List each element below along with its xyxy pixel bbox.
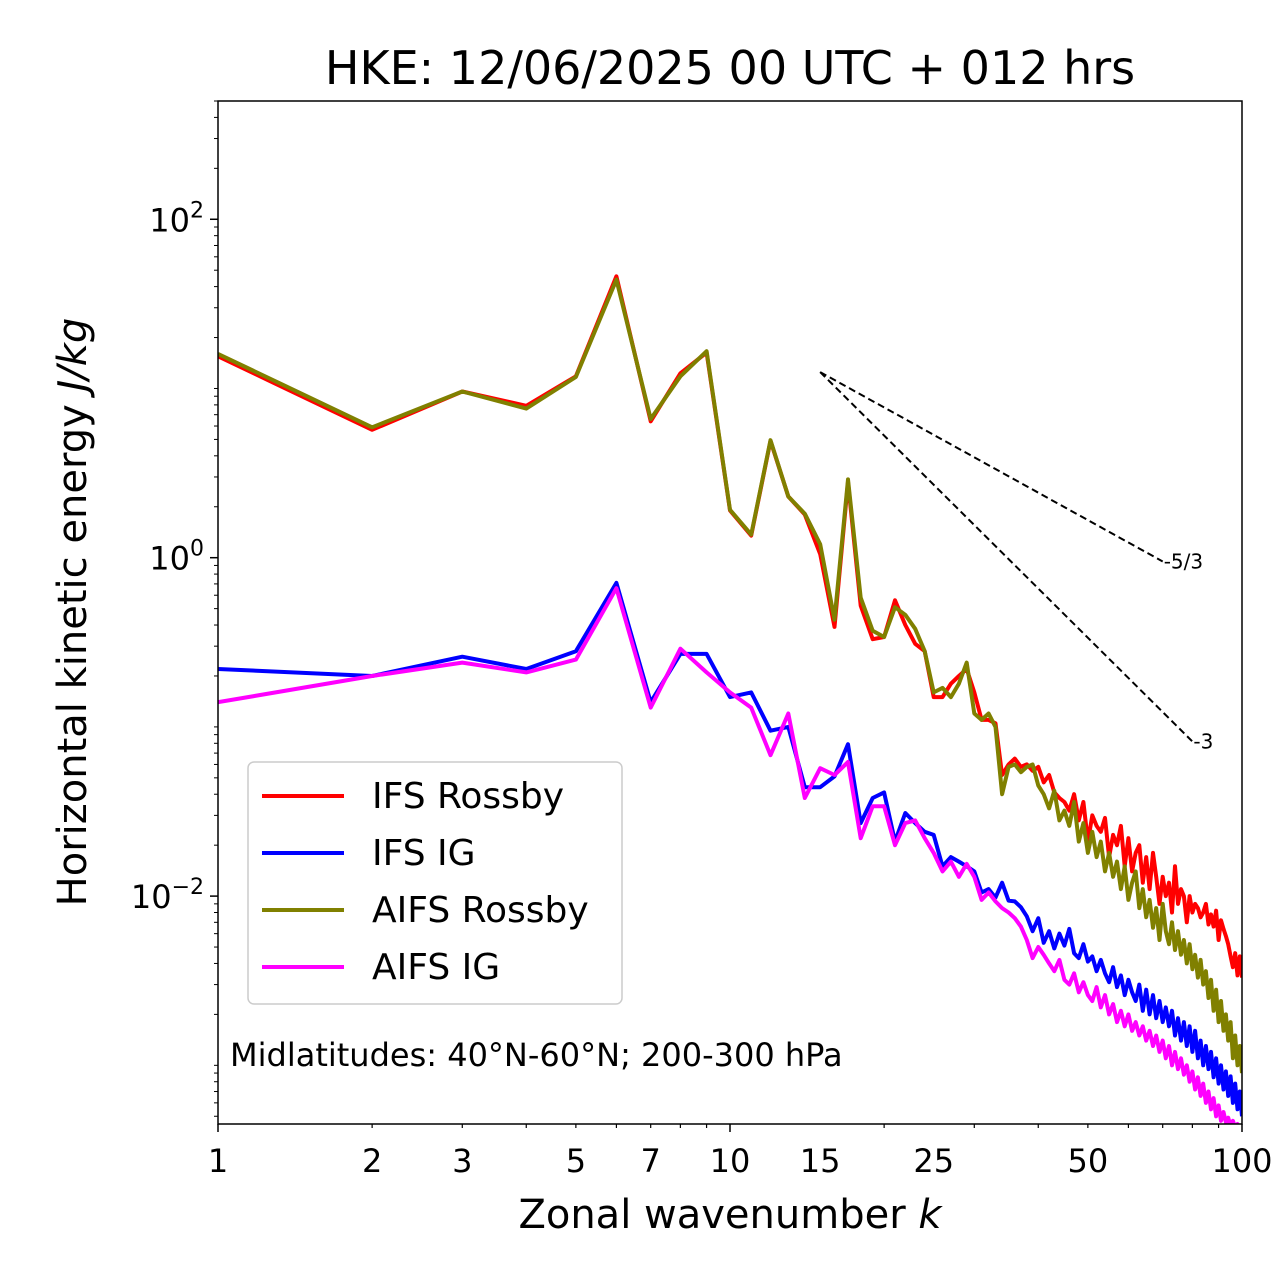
series-line-ifs-ig	[218, 580, 1242, 1117]
x-axis-label-text: Zonal wavenumber	[518, 1192, 906, 1238]
x-tick-label: 7	[641, 1142, 661, 1180]
series-line-aifs-rossby	[218, 277, 1242, 1074]
y-tick-label: 102	[149, 198, 204, 239]
y-axis-units: J/kg	[50, 318, 96, 399]
legend: IFS Rossby IFS IG AIFS Rossby AIFS IG	[247, 761, 623, 1005]
reference-line-slope	[819, 371, 1194, 743]
x-tick-label: 2	[362, 1142, 382, 1180]
legend-label: IFS Rossby	[372, 776, 564, 817]
y-tick-label: 10−2	[131, 875, 204, 916]
x-tick-label: 10	[710, 1142, 751, 1180]
reference-line-label: -5/3	[1164, 549, 1203, 573]
x-tick-label: 5	[566, 1142, 586, 1180]
x-axis-symbol: k	[918, 1192, 943, 1238]
y-axis-label: Horizontal kinetic energy J/kg	[50, 318, 96, 907]
x-axis: 1 2 3 5 7 10 15 25 50 100	[208, 1124, 1273, 1180]
series-layer	[218, 274, 1242, 1124]
legend-box	[247, 761, 623, 1005]
chart-title: HKE: 12/06/2025 00 UTC + 012 hrs	[325, 41, 1135, 95]
legend-label: IFS IG	[372, 833, 476, 874]
x-tick-label: 25	[913, 1142, 954, 1180]
y-axis: 10−2 100 102	[131, 100, 218, 1117]
x-tick-label: 100	[1211, 1142, 1272, 1180]
legend-label: AIFS Rossby	[372, 890, 589, 931]
reference-line-label: -3	[1193, 729, 1213, 753]
legend-label: AIFS IG	[372, 947, 500, 988]
x-tick-label: 50	[1068, 1142, 1109, 1180]
x-tick-label: 15	[800, 1142, 841, 1180]
y-tick-label: 100	[149, 537, 204, 578]
series-line-aifs-ig	[218, 586, 1240, 1124]
x-axis-label: Zonal wavenumber k	[518, 1192, 943, 1238]
y-axis-label-text: Horizontal kinetic energy	[50, 404, 96, 906]
reference-line-slope	[819, 371, 1164, 563]
region-annotation: Midlatitudes: 40°N-60°N; 200-300 hPa	[230, 1036, 843, 1074]
reference-lines: -5/3 -3	[819, 371, 1213, 753]
x-tick-label: 3	[452, 1142, 472, 1180]
x-tick-label: 1	[208, 1142, 228, 1180]
